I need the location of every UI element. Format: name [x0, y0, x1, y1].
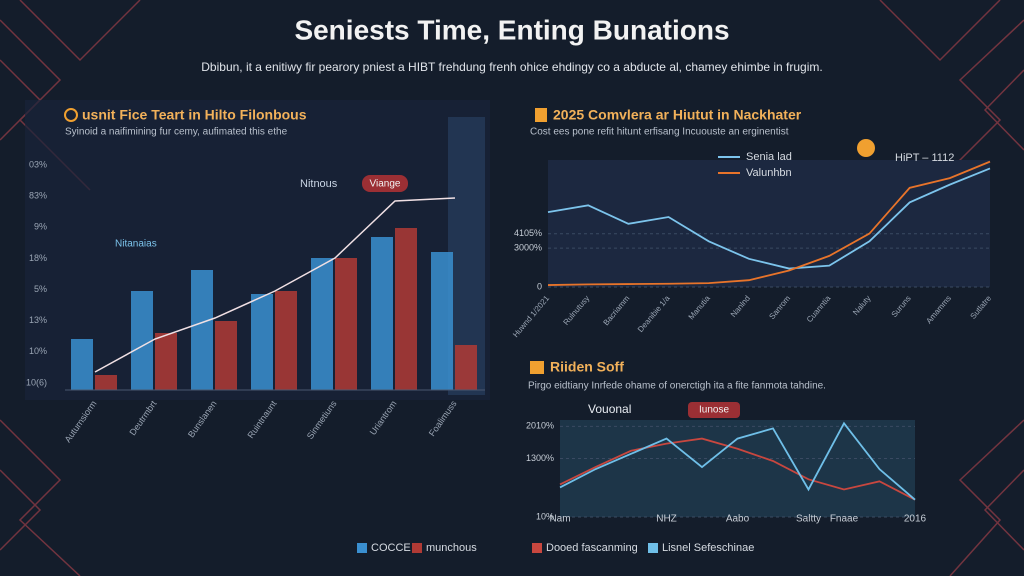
bar [95, 375, 117, 390]
legend-label: munchous [426, 542, 477, 554]
y-tick-label: 03% [29, 159, 47, 169]
legend-label: COCCE [371, 542, 411, 554]
y-tick-label: 0 [537, 281, 542, 291]
y-tick-label: 1300% [526, 453, 554, 463]
icon [857, 139, 875, 157]
legend-label: Dooed fascanming [546, 542, 638, 554]
chart-title: Riiden Soff [550, 359, 624, 375]
page-subtitle: Dbibun, it a enitiwy fir pearory pniest … [201, 60, 822, 74]
bar [251, 294, 273, 390]
bar [71, 339, 93, 390]
x-tick-label: NHZ [656, 514, 677, 525]
series-line [547, 167, 991, 270]
y-tick-label: 10% [29, 346, 47, 356]
bar [395, 228, 417, 390]
bar [131, 291, 153, 390]
bar [155, 333, 177, 390]
x-tick-label: Nam [549, 514, 570, 525]
annotation: HiPT – 1112 [895, 152, 954, 164]
bar [215, 321, 237, 390]
legend-label: Valunhbn [746, 167, 792, 179]
y-tick-label: 83% [29, 191, 47, 201]
y-tick-label: 2010% [526, 421, 554, 431]
x-tick-label: Fnaae [830, 514, 859, 525]
legend-swatch [412, 543, 422, 553]
annotation: Viange [370, 179, 401, 190]
annotation: Iunose [699, 405, 729, 416]
plot-area [560, 420, 915, 517]
bar [275, 291, 297, 390]
badge [688, 402, 740, 418]
bar [191, 270, 213, 390]
page-title: Seniests Time, Enting Bunations [294, 14, 729, 45]
badge [362, 175, 408, 192]
plot-area [548, 160, 990, 287]
legend-label: Lisnel Sefeschinae [662, 542, 754, 554]
y-tick-label: 4105% [514, 228, 542, 238]
x-tick-label: Aabo [726, 514, 750, 525]
y-tick-label: 13% [29, 315, 47, 325]
y-tick-label: 10(6) [26, 377, 47, 387]
chart-subtitle: Cost ees pone refit hitunt erfisang Incu… [530, 127, 789, 138]
series-line [547, 160, 991, 286]
y-tick-label: 3000% [514, 242, 542, 252]
icon [535, 108, 547, 122]
series-line [559, 421, 916, 501]
y-tick-label: 5% [34, 284, 47, 294]
bar [371, 237, 393, 390]
series-line [559, 437, 916, 501]
x-tick-label: Saltty [796, 514, 821, 525]
bar [311, 258, 333, 390]
icon [530, 361, 544, 374]
bar [431, 252, 453, 390]
bar [335, 258, 357, 390]
annotation: Nitanaias [115, 239, 157, 250]
chart-subtitle: Syinoid a naifimining fur cemy, aufimate… [65, 127, 288, 138]
legend-swatch [532, 543, 542, 553]
y-tick-label: 9% [34, 222, 47, 232]
bar [455, 345, 477, 390]
y-tick-label: 18% [29, 253, 47, 263]
x-tick-label: 2016 [904, 514, 927, 525]
chart-title: usnit Fice Teart in Hilto Filonbous [82, 107, 307, 123]
trend-line [94, 197, 456, 373]
annotation: Vouonal [588, 402, 631, 416]
legend-label: Senia lad [746, 151, 792, 163]
chart-subtitle: Pirgo eidtiany Inrfede ohame of onerctig… [528, 381, 826, 392]
icon [64, 108, 78, 122]
y-tick-label: 10% [536, 511, 554, 521]
legend-swatch [357, 543, 367, 553]
chart-title: 2025 Comvlera ar Hiutut in Nackhater [553, 107, 802, 123]
legend-swatch [648, 543, 658, 553]
annotation: Nitnous [300, 178, 338, 190]
